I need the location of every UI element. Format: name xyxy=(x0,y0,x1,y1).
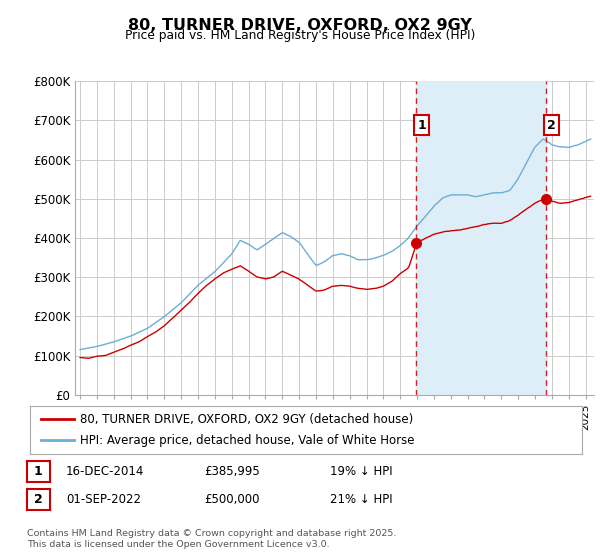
Text: 01-SEP-2022: 01-SEP-2022 xyxy=(66,493,141,506)
Text: HPI: Average price, detached house, Vale of White Horse: HPI: Average price, detached house, Vale… xyxy=(80,434,414,447)
Text: 2: 2 xyxy=(547,119,556,132)
Text: Contains HM Land Registry data © Crown copyright and database right 2025.
This d: Contains HM Land Registry data © Crown c… xyxy=(27,529,397,549)
Text: £385,995: £385,995 xyxy=(204,465,260,478)
Text: 21% ↓ HPI: 21% ↓ HPI xyxy=(330,493,392,506)
Text: 80, TURNER DRIVE, OXFORD, OX2 9GY: 80, TURNER DRIVE, OXFORD, OX2 9GY xyxy=(128,18,472,33)
Text: 1: 1 xyxy=(417,119,426,132)
Text: 80, TURNER DRIVE, OXFORD, OX2 9GY (detached house): 80, TURNER DRIVE, OXFORD, OX2 9GY (detac… xyxy=(80,413,413,426)
Text: 16-DEC-2014: 16-DEC-2014 xyxy=(66,465,145,478)
Text: £500,000: £500,000 xyxy=(204,493,260,506)
Text: 2: 2 xyxy=(34,493,43,506)
Bar xyxy=(416,81,547,395)
Text: 1: 1 xyxy=(34,465,43,478)
Text: Price paid vs. HM Land Registry's House Price Index (HPI): Price paid vs. HM Land Registry's House … xyxy=(125,29,475,42)
Text: 19% ↓ HPI: 19% ↓ HPI xyxy=(330,465,392,478)
